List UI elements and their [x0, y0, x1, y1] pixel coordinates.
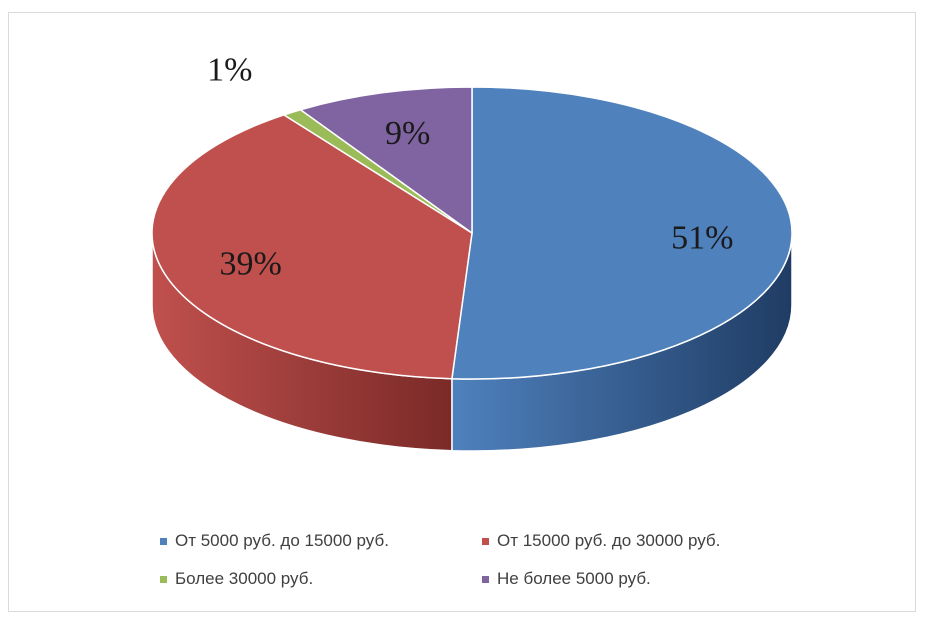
- pie-slice-3: [298, 86, 473, 235]
- pie-label-group: 51% 39% 1% 9%: [207, 52, 733, 283]
- legend-label-0: От 5000 руб. до 15000 руб.: [175, 531, 389, 550]
- legend-item-3: Не более 5000 руб.: [482, 569, 651, 589]
- legend-item-1: От 15000 руб. до 30000 руб.: [482, 531, 720, 551]
- pie-slice-0: [451, 86, 793, 380]
- legend-item-2: Более 30000 руб.: [160, 569, 482, 589]
- pie-value-label-3: 9%: [385, 115, 430, 152]
- legend-swatch-2: [160, 575, 167, 583]
- pie-top-group: [151, 86, 793, 380]
- legend-row: Более 30000 руб. Не более 5000 руб.: [160, 560, 820, 598]
- legend-swatch-1: [482, 537, 489, 545]
- legend-label-3: Не более 5000 руб.: [497, 569, 651, 588]
- legend-swatch-3: [482, 575, 489, 583]
- pie-slice-1: [151, 114, 473, 380]
- legend-swatch-0: [160, 537, 167, 545]
- pie-value-label-0: 51%: [671, 219, 733, 256]
- legend: От 5000 руб. до 15000 руб. От 15000 руб.…: [160, 522, 820, 598]
- pie-value-label-1: 39%: [220, 245, 282, 282]
- legend-label-1: От 15000 руб. до 30000 руб.: [497, 531, 721, 550]
- legend-label-2: Более 30000 руб.: [175, 569, 314, 588]
- legend-item-0: От 5000 руб. до 15000 руб.: [160, 531, 482, 551]
- legend-row: От 5000 руб. до 15000 руб. От 15000 руб.…: [160, 522, 820, 560]
- pie-value-label-2: 1%: [207, 52, 252, 89]
